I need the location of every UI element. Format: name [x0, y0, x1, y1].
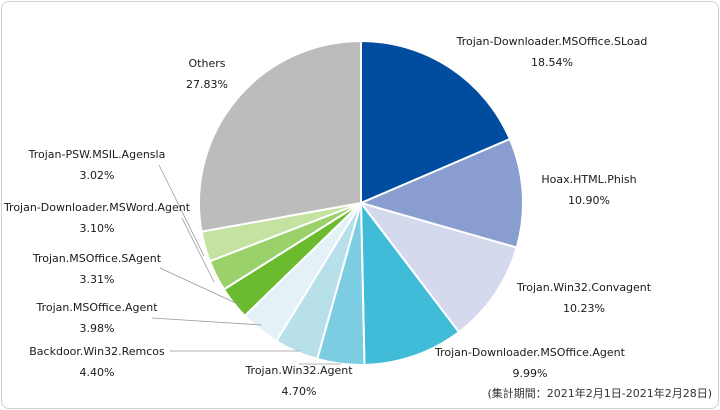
slice-value-others: 27.83%	[186, 78, 228, 91]
leader-line-trojan-msoffice-agent	[151, 317, 263, 326]
pie-slice-trojan-win32-convagent	[358, 201, 518, 334]
slice-label-trojan-downloader-msoffice-sload: Trojan-Downloader.MSOffice.SLoad	[456, 35, 648, 48]
leader-line-trojan-downloader-msword-agent	[181, 217, 215, 283]
slice-value-trojan-win32-convagent: 10.23%	[563, 302, 605, 315]
slice-label-trojan-psw-msil-agensla: Trojan-PSW.MSIL.Agensla	[28, 148, 166, 161]
slice-value-trojan-win32-agent: 4.70%	[282, 385, 317, 398]
slice-label-trojan-win32-convagent: Trojan.Win32.Convagent	[516, 281, 652, 294]
slice-value-trojan-msoffice-sagent: 3.31%	[80, 273, 115, 286]
leader-line-trojan-psw-msil-agensla	[158, 164, 205, 257]
leader-line-trojan-msoffice-sagent	[159, 267, 241, 306]
pie-slice-trojan-downloader-msoffice-sload	[360, 39, 512, 205]
slice-value-trojan-msoffice-agent: 3.98%	[80, 322, 115, 335]
slice-label-trojan-msoffice-sagent: Trojan.MSOffice.SAgent	[32, 252, 162, 265]
slice-label-trojan-downloader-msoffice-agent: Trojan-Downloader.MSOffice.Agent	[434, 346, 626, 359]
slice-value-hoax-html-phish: 10.90%	[568, 194, 610, 207]
slice-value-trojan-psw-msil-agensla: 3.02%	[80, 169, 115, 182]
slice-label-hoax-html-phish: Hoax.HTML.Phish	[541, 173, 636, 186]
period-footnote: (集計期間：2021年2月1日-2021年2月28日)	[487, 386, 712, 400]
slice-label-trojan-win32-agent: Trojan.Win32.Agent	[244, 364, 353, 377]
slice-value-trojan-downloader-msoffice-sload: 18.54%	[531, 56, 573, 69]
pie-slice-others	[198, 39, 362, 233]
pie-slice-hoax-html-phish	[358, 137, 524, 249]
pie-slice-trojan-downloader-msoffice-agent	[359, 199, 461, 366]
slice-label-others: Others	[189, 57, 226, 70]
slice-label-backdoor-win32-remcos: Backdoor.Win32.Remcos	[29, 345, 165, 358]
slice-label-trojan-msoffice-agent: Trojan.MSOffice.Agent	[35, 301, 158, 314]
slice-value-backdoor-win32-remcos: 4.40%	[80, 366, 115, 379]
slice-label-trojan-downloader-msword-agent: Trojan-Downloader.MSWord.Agent	[3, 201, 191, 214]
slice-value-trojan-downloader-msword-agent: 3.10%	[80, 222, 115, 235]
slice-value-trojan-downloader-msoffice-agent: 9.99%	[513, 367, 548, 380]
